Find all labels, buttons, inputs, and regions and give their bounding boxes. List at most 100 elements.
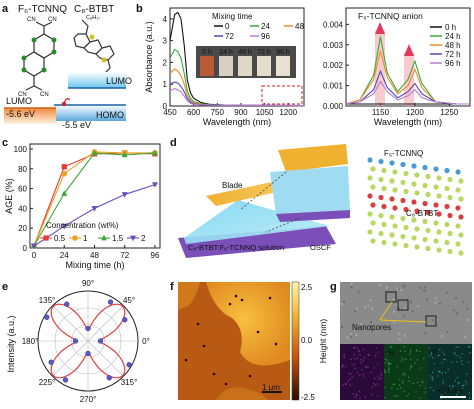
eds-dot — [405, 358, 407, 360]
sem-grain — [396, 287, 399, 290]
atom — [367, 157, 373, 163]
sem-grain — [350, 333, 353, 335]
eds-dot — [343, 354, 345, 356]
eds-dot — [363, 375, 365, 377]
data-point — [61, 170, 68, 177]
atom — [367, 229, 373, 235]
atom — [436, 229, 442, 235]
atom — [444, 239, 450, 246]
sem-grain — [393, 310, 396, 313]
atom — [455, 187, 461, 193]
atom — [414, 208, 420, 214]
atom — [425, 209, 431, 216]
atom — [422, 218, 428, 225]
eds-dot — [430, 352, 432, 354]
atom — [370, 166, 376, 172]
data-point — [72, 338, 79, 344]
c8-label-d: C₈-BTBT — [406, 209, 438, 218]
eds-dot — [403, 391, 405, 393]
legend-title-b: Mixing time — [212, 12, 253, 21]
atom — [458, 250, 464, 256]
nanopore-box — [385, 291, 397, 303]
eds-dot — [377, 383, 379, 385]
eds-dot — [442, 351, 444, 353]
atom — [370, 220, 376, 226]
inset-guide — [239, 171, 287, 211]
atom — [367, 211, 373, 217]
eds-dot — [424, 391, 426, 393]
eds-map-n — [384, 344, 428, 400]
eds-dot — [404, 350, 406, 352]
atom — [414, 190, 420, 196]
substrate — [178, 226, 336, 258]
eds-dot — [440, 397, 442, 400]
eds-dot — [457, 346, 459, 348]
eds-dot — [434, 354, 436, 356]
eds-dot — [456, 376, 458, 379]
electron-dot — [61, 101, 67, 107]
lumo-value-left: -5.6 eV — [6, 109, 35, 119]
sulfur-atom — [89, 34, 95, 40]
atom — [458, 196, 464, 202]
data-point — [101, 234, 107, 241]
atom — [411, 163, 417, 169]
eds-dot — [451, 388, 453, 390]
vial-24h — [219, 56, 233, 76]
eds-dot — [374, 377, 376, 380]
eds-dot — [388, 371, 390, 373]
eds-dot — [424, 387, 426, 389]
eds-dot — [353, 354, 355, 356]
atom — [381, 221, 387, 228]
atom — [455, 241, 461, 247]
inset-solution — [270, 166, 350, 214]
sem-image — [340, 282, 472, 344]
sem-grain — [369, 299, 372, 302]
eds-dot — [441, 394, 443, 396]
eds-dot — [469, 397, 471, 399]
molecular-packing — [367, 157, 464, 256]
eds-dot — [466, 373, 468, 375]
legend-entry: 0.5 — [54, 234, 66, 243]
angle-label: 270° — [80, 395, 97, 404]
eds-dot — [385, 371, 387, 373]
x-tick-label: 450 — [163, 108, 177, 117]
afm-domain — [216, 387, 268, 400]
atom — [436, 175, 442, 181]
eds-dot — [461, 387, 464, 389]
cn-label: CN — [40, 92, 49, 98]
eds-dot — [400, 360, 402, 362]
sem-grain — [464, 335, 466, 338]
eds-dot — [438, 354, 440, 356]
sem-grain — [403, 334, 406, 337]
y-tick-label: 20 — [18, 224, 27, 233]
solution-meniscus — [184, 200, 330, 244]
atom — [447, 176, 453, 183]
data-point — [126, 362, 132, 368]
eds-dot — [360, 359, 362, 361]
panel-b: b 0 1 2 3 4 450 600 750 900 1050 1200 Absorbance … — [136, 3, 305, 127]
sem-grain — [410, 301, 412, 304]
atom — [422, 200, 428, 207]
data-point — [85, 350, 91, 357]
atom — [425, 227, 431, 234]
sem-grain — [350, 335, 353, 338]
data-point — [61, 164, 67, 170]
data-point — [44, 314, 50, 320]
eds-dot — [409, 353, 411, 355]
eds-dot — [415, 391, 417, 393]
eds-dot — [345, 382, 347, 385]
legend-entry: 96 h — [445, 59, 461, 68]
eds-dot — [422, 381, 424, 384]
eds-dot — [466, 383, 468, 385]
eds-dot — [345, 366, 347, 368]
plot-frame-c — [29, 143, 161, 249]
arrow-head-1200 — [404, 44, 414, 56]
eds-dot — [341, 366, 343, 368]
eds-dot — [388, 367, 390, 369]
sem-grain — [426, 298, 428, 301]
afm-pit — [224, 382, 228, 386]
data-point — [64, 301, 70, 307]
eds-dot — [436, 387, 438, 389]
legend-entry: 48 h — [445, 41, 461, 50]
zoom-box — [261, 85, 303, 105]
